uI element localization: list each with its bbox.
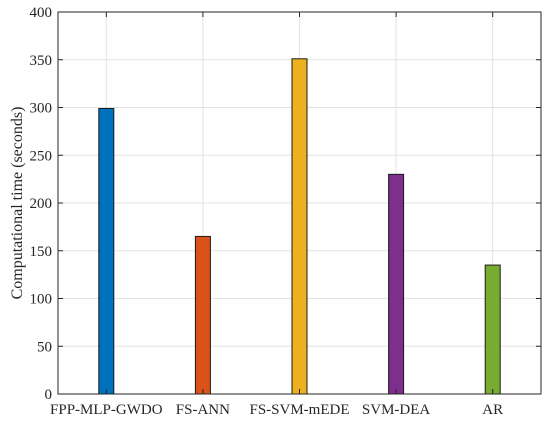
bar-svm-dea bbox=[388, 173, 405, 395]
bar-ar bbox=[484, 264, 501, 395]
y-tick-label: 250 bbox=[30, 148, 53, 164]
x-tick-label: FS-ANN bbox=[176, 402, 230, 418]
y-tick-label: 0 bbox=[45, 387, 53, 403]
bar-fpp-mlp-gwdo bbox=[98, 107, 115, 395]
y-tick-label: 100 bbox=[30, 292, 53, 308]
x-tick-label: SVM-DEA bbox=[362, 402, 431, 418]
bar-fs-svm-mede bbox=[291, 58, 308, 395]
y-tick-labels: 0 50 100 150 200 250 300 350 400 bbox=[30, 5, 53, 403]
x-tick-label: AR bbox=[482, 402, 503, 418]
axis-ticks bbox=[58, 11, 541, 395]
y-tick-label: 150 bbox=[30, 244, 53, 260]
x-tick-label: FS-SVM-mEDE bbox=[249, 402, 349, 418]
y-tick-label: 200 bbox=[30, 196, 53, 212]
y-tick-label: 300 bbox=[30, 101, 53, 117]
y-axis-title: Computational time (seconds) bbox=[9, 107, 26, 300]
y-tick-label: 400 bbox=[30, 5, 53, 21]
y-tick-label: 350 bbox=[30, 53, 53, 69]
bars bbox=[98, 58, 501, 395]
y-tick-label: 50 bbox=[37, 339, 52, 355]
x-tick-labels: FPP-MLP-GWDO FS-ANN FS-SVM-mEDE SVM-DEA AR bbox=[50, 402, 503, 418]
bar-fs-ann bbox=[194, 235, 211, 395]
x-tick-label: FPP-MLP-GWDO bbox=[50, 402, 163, 418]
